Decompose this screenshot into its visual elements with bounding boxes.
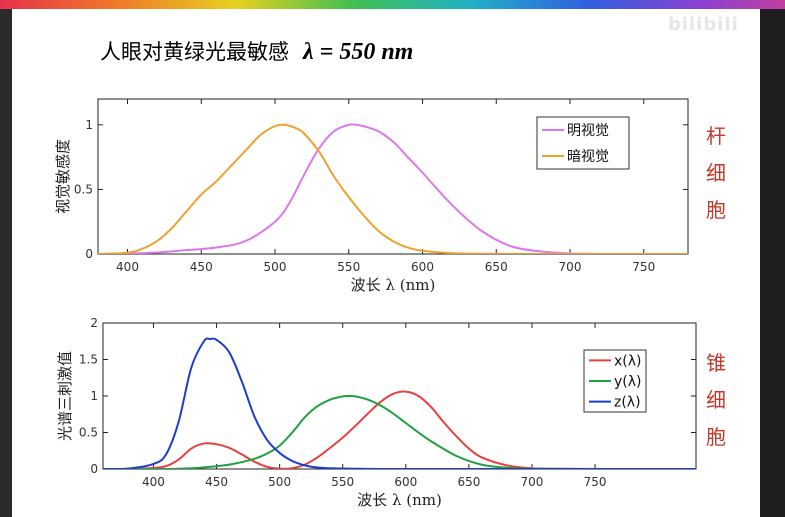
x-tick-label: 400 (116, 260, 139, 274)
title-formula: λ = 550 nm (303, 39, 414, 65)
x-tick-label: 600 (411, 260, 434, 274)
y-tick-label: 1 (90, 389, 98, 403)
x-tick-label: 600 (394, 475, 417, 489)
series-line-2 (103, 394, 696, 469)
side-label-char: 胞 (706, 425, 726, 449)
x-tick-label: 550 (331, 475, 354, 489)
x-tick-label: 500 (268, 475, 291, 489)
chart-cone-tristimulus: 400 450 500 550 600 650 700 750 0 0.5 1 1.5 2 波长 λ (n… (56, 316, 726, 509)
x-tick-label: 450 (190, 260, 213, 274)
y-tick-label: 0 (90, 462, 98, 476)
x-axis-label: 波长 λ (nm) (351, 276, 436, 294)
slide-title: 人眼对黄绿光最敏感 λ = 550 nm (100, 36, 413, 66)
y-axis-label: 光谱三刺激值 (56, 351, 74, 441)
x-tick-label: 500 (264, 260, 287, 274)
y-tick-label: 0.5 (79, 426, 98, 440)
bilibili-watermark: bilibili (668, 14, 739, 35)
top-color-bar (0, 0, 785, 9)
side-label-char: 杆 (706, 124, 726, 148)
x-tick-label: 650 (485, 260, 508, 274)
legend-label: x(λ) (614, 353, 642, 369)
x-tick-label: 650 (457, 475, 480, 489)
y-tick-label: 1 (85, 118, 93, 132)
series-line-3 (103, 337, 696, 469)
legend-label: 暗视觉 (567, 149, 609, 165)
legend-box (536, 116, 630, 170)
x-axis-label: 波长 λ (nm) (357, 491, 442, 509)
x-tick-label: 450 (205, 475, 228, 489)
side-label-char: 细 (706, 161, 726, 185)
series-line-1 (98, 123, 688, 254)
x-tick-label: 750 (584, 475, 607, 489)
legend-label: z(λ) (614, 395, 641, 411)
right-dark-strip (760, 9, 785, 517)
side-label-char: 锥 (706, 351, 726, 375)
title-text: 人眼对黄绿光最敏感 (100, 40, 289, 64)
y-tick-label: 0.5 (74, 182, 93, 196)
y-tick-label: 1.5 (79, 353, 98, 367)
series-line-2 (98, 123, 688, 254)
side-label-char: 细 (706, 388, 726, 412)
x-tick-label: 700 (559, 260, 582, 274)
y-axis-label: 视觉敏感度 (54, 139, 72, 214)
y-tick-label: 0 (85, 247, 93, 261)
x-tick-label: 700 (521, 475, 544, 489)
side-label-char: 胞 (706, 198, 726, 222)
x-tick-label: 550 (337, 260, 360, 274)
chart-rod-sensitivity: 400 450 500 550 600 650 700 750 0 0.5 1 波长 λ (nm) 视觉… (54, 98, 726, 294)
series-line-1 (103, 390, 696, 469)
legend-label: y(λ) (614, 374, 642, 390)
x-tick-label: 750 (632, 260, 655, 274)
legend-label: 明视觉 (567, 123, 609, 139)
x-tick-label: 400 (142, 475, 165, 489)
y-tick-label: 2 (90, 316, 98, 330)
